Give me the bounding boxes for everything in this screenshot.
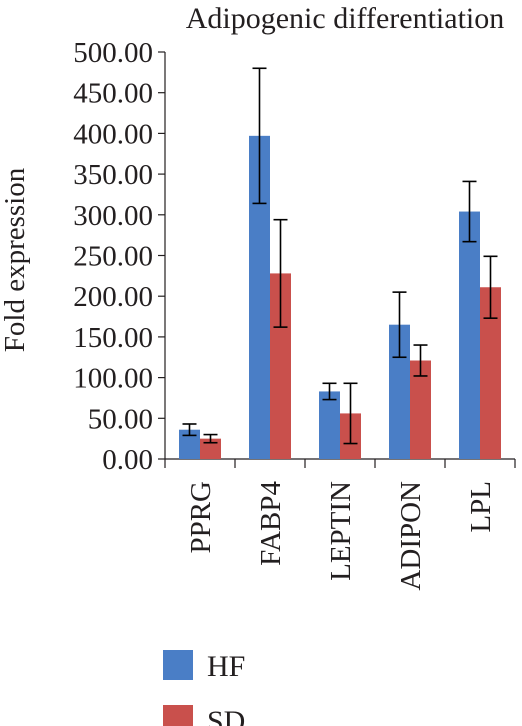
- bar-hf-fabp4: [249, 135, 270, 460]
- bar-hf-leptin: [319, 391, 340, 459]
- error-bar-sd-fabp4: [273, 218, 288, 328]
- error-bar-sd-adipon: [413, 344, 428, 377]
- y-tick-label: 450.00: [73, 78, 153, 110]
- legend-label-sd: SD: [207, 705, 245, 726]
- legend-swatch-sd: [163, 705, 193, 726]
- error-bars: [182, 67, 498, 445]
- y-tick-label: 200.00: [73, 281, 153, 313]
- y-tick-label: 300.00: [73, 200, 153, 232]
- chart-title: Adipogenic differentiation: [186, 2, 505, 35]
- bar-sd-adipon: [410, 360, 431, 459]
- y-tick-label: 100.00: [73, 363, 153, 395]
- x-tick-label: LEPTIN: [325, 481, 357, 581]
- error-bar-sd-pprg: [203, 433, 218, 444]
- category-labels: PPRG FABP4 LEPTIN ADIPON LPL: [185, 481, 497, 591]
- y-tick-label: 150.00: [73, 322, 153, 354]
- y-tick-label: 50.00: [88, 403, 153, 435]
- bar-hf-lpl: [459, 211, 480, 459]
- error-bar-sd-leptin: [343, 382, 358, 445]
- y-tick-label: 0.00: [102, 444, 153, 476]
- y-tick-label: 400.00: [73, 118, 153, 150]
- x-tick-label: ADIPON: [395, 481, 427, 591]
- bar-sd-pprg: [200, 438, 221, 459]
- y-tick-label: 500.00: [73, 37, 153, 69]
- error-bar-sd-lpl: [483, 255, 498, 319]
- bar-hf-adipon: [389, 324, 410, 459]
- error-bar-hf-lpl: [462, 180, 477, 243]
- error-bar-hf-leptin: [322, 382, 337, 401]
- y-axis-label: Fold expression: [0, 167, 31, 352]
- error-bar-hf-pprg: [182, 423, 197, 437]
- x-tick-label: FABP4: [255, 481, 287, 566]
- legend-label-hf: HF: [207, 650, 245, 683]
- y-ticks: 0.00 50.00 100.00 150.00 200.00 250.00 300.00 3…: [73, 37, 165, 476]
- bar-sd-fabp4: [270, 273, 291, 459]
- x-tick-label: LPL: [465, 481, 497, 533]
- bars: [179, 135, 501, 460]
- bar-sd-lpl: [480, 287, 501, 459]
- bar-hf-pprg: [179, 429, 200, 459]
- legend-swatch-hf: [163, 650, 193, 680]
- error-bar-hf-adipon: [392, 291, 407, 359]
- legend: HF SD: [163, 650, 245, 726]
- y-tick-label: 250.00: [73, 241, 153, 273]
- x-tick-label: PPRG: [185, 481, 217, 554]
- y-tick-label: 350.00: [73, 159, 153, 191]
- error-bar-hf-fabp4: [252, 67, 267, 205]
